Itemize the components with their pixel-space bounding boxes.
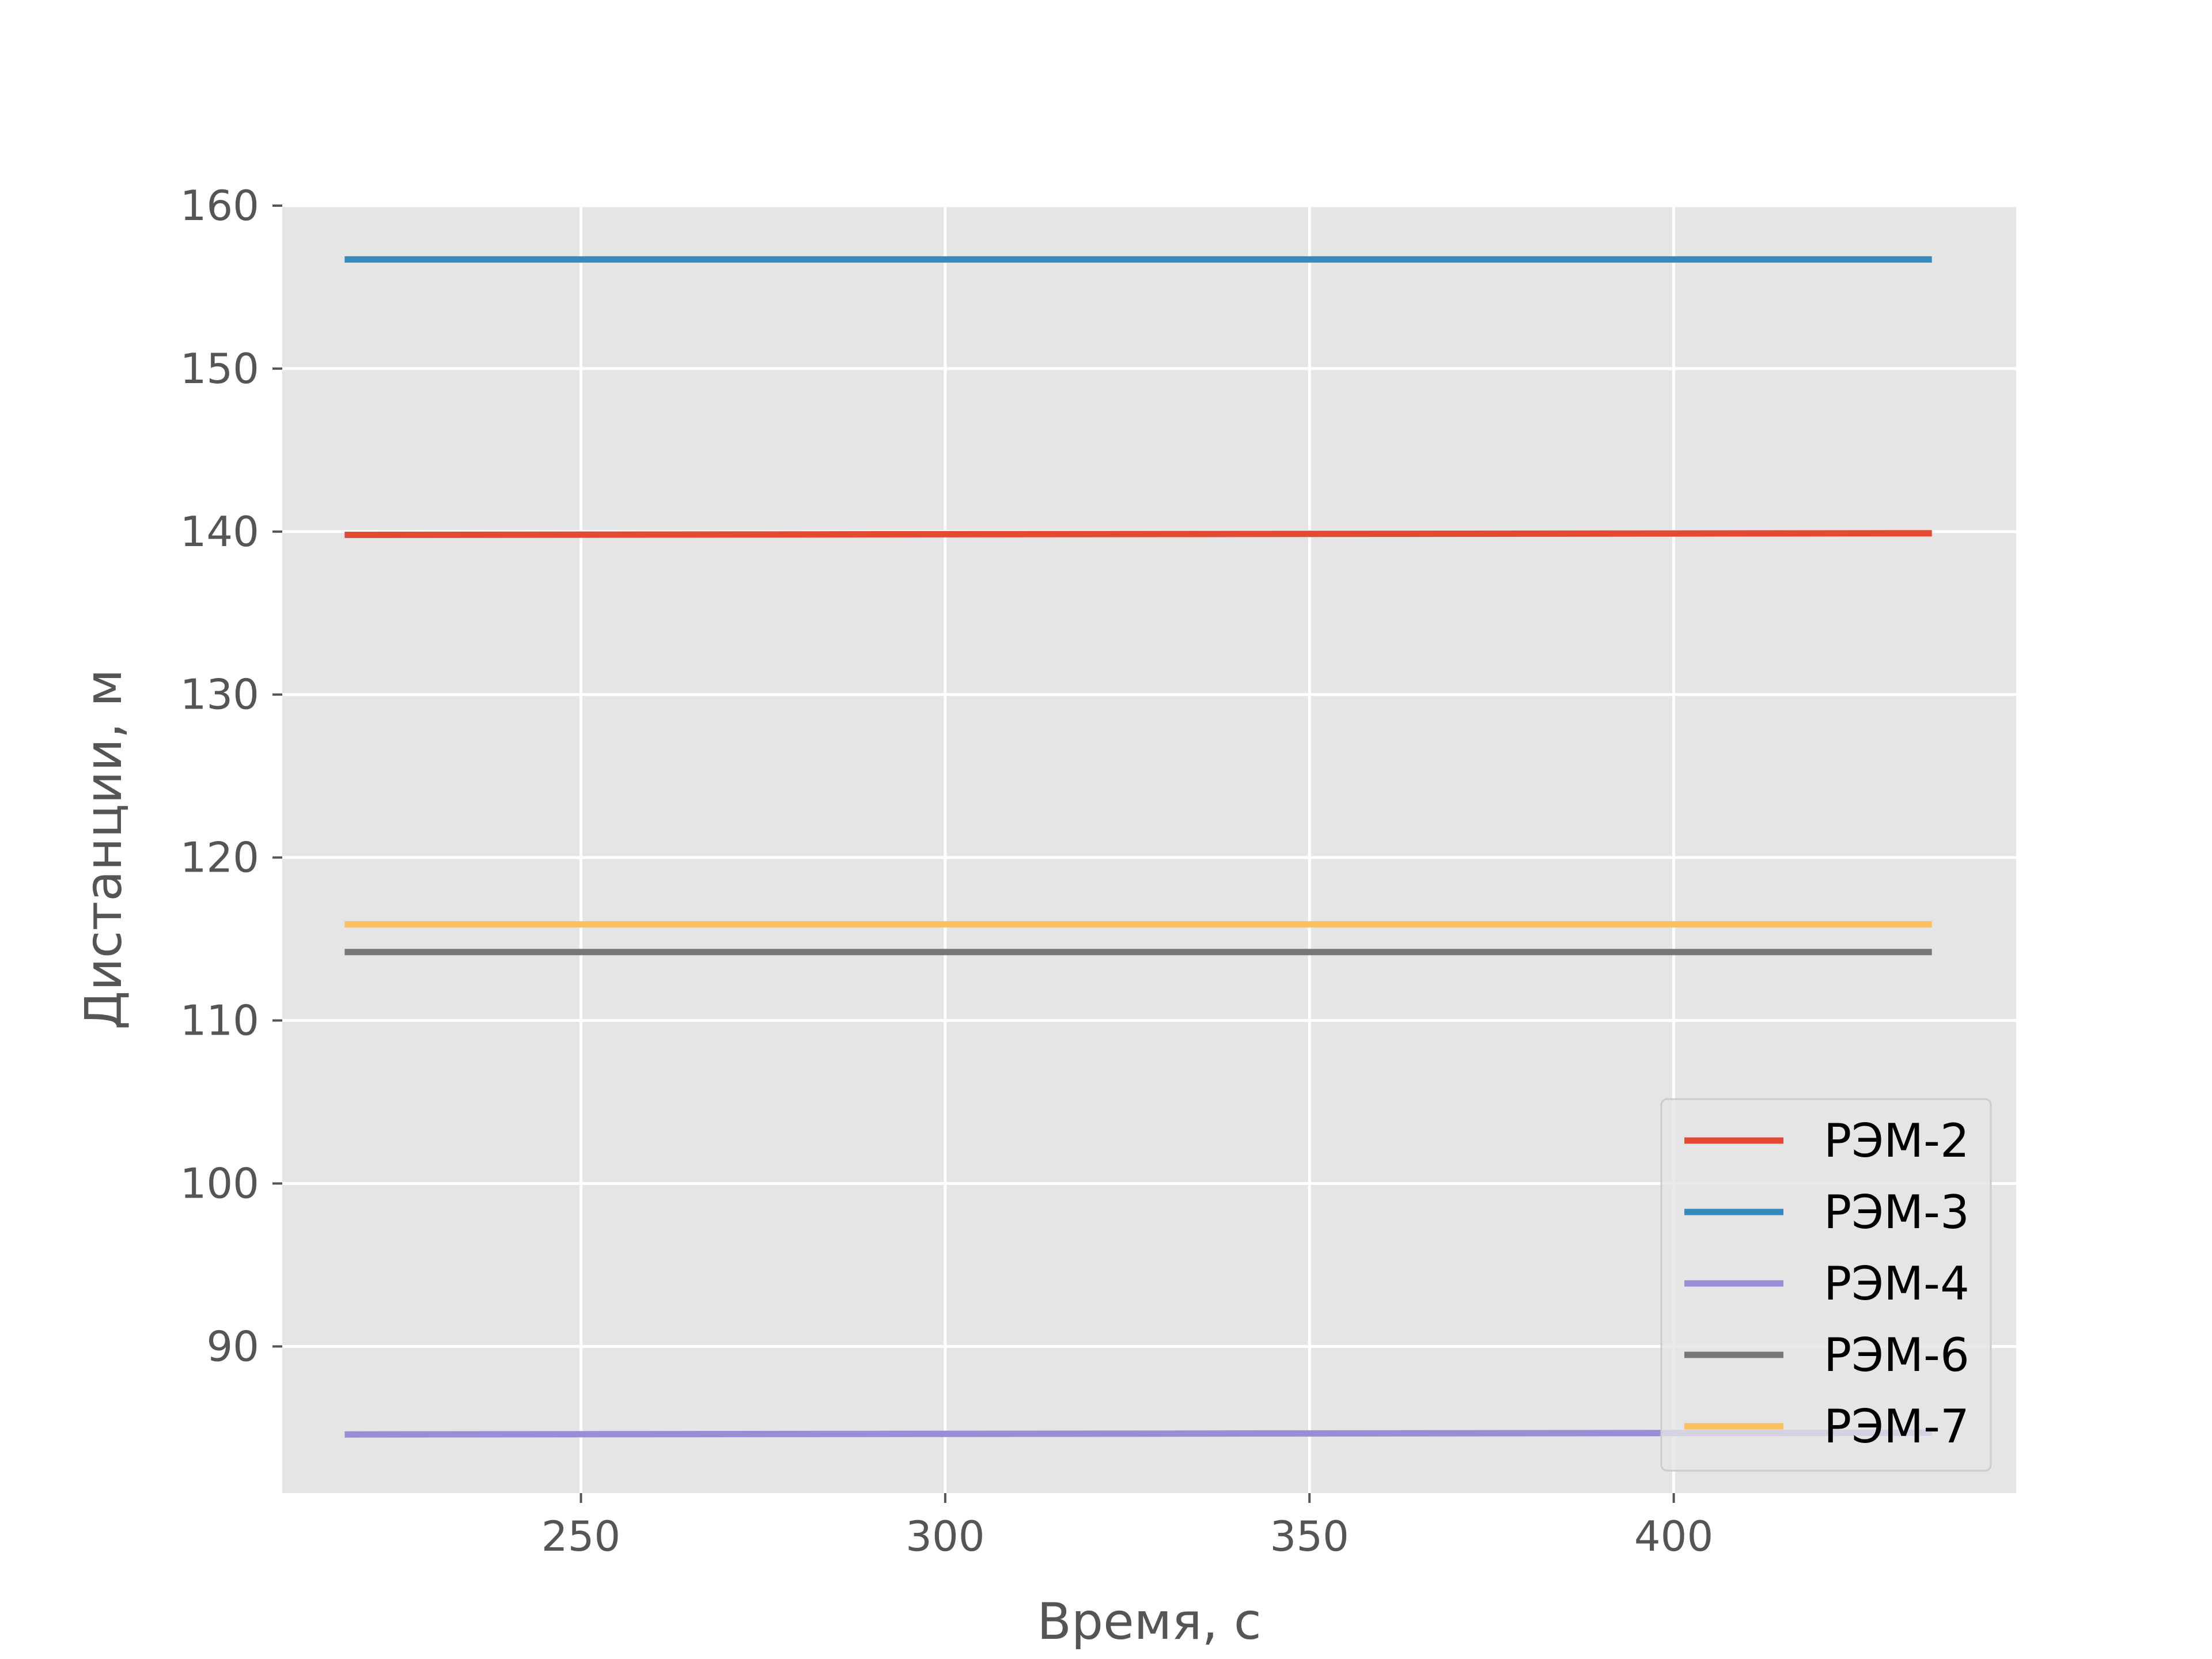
x-tick-label: 350 (1270, 1512, 1349, 1560)
y-tick-label: 120 (180, 834, 259, 882)
y-tick-label: 110 (180, 997, 259, 1045)
legend-label-2: РЭМ-3 (1824, 1185, 1969, 1239)
y-tick-label: 130 (180, 671, 259, 719)
y-axis-label: Дистанции, м (74, 669, 133, 1029)
legend-label-1: РЭМ-2 (1824, 1114, 1969, 1168)
legend: РЭМ-2 РЭМ-3 РЭМ-4 РЭМ-6 РЭМ-7 (1660, 1098, 1992, 1472)
x-tick-label: 300 (906, 1512, 984, 1560)
y-tick-label: 90 (206, 1322, 259, 1370)
legend-box (1660, 1098, 1992, 1472)
x-tick-label: 400 (1634, 1512, 1713, 1560)
legend-label-4: РЭМ-6 (1824, 1328, 1969, 1382)
x-axis-label: Время, с (1037, 1592, 1262, 1651)
y-tick-label: 100 (180, 1159, 259, 1207)
series-line-1 (344, 530, 1932, 539)
ticks: 250 300 350 400 90 100 110 120 130 140 150 160 (180, 181, 1714, 1560)
y-tick-label: 140 (180, 507, 259, 556)
y-tick-label: 160 (180, 181, 259, 230)
grid (282, 204, 2016, 1493)
legend-label-3: РЭМ-4 (1824, 1257, 1969, 1310)
y-tick-label: 150 (180, 344, 259, 393)
x-tick-label: 250 (541, 1512, 620, 1560)
legend-label-5: РЭМ-7 (1824, 1400, 1969, 1453)
